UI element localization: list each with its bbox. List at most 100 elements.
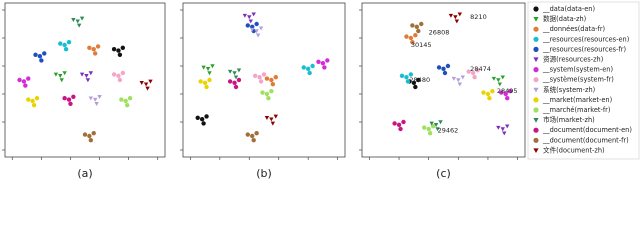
plot-frame (182, 2, 346, 158)
legend-label: 数据(data-zh) (543, 14, 586, 23)
point (59, 78, 64, 83)
point (426, 126, 431, 132)
point (111, 72, 117, 77)
point (33, 52, 38, 57)
point (396, 122, 402, 128)
legend-marker (533, 67, 539, 73)
point (119, 97, 124, 102)
point (481, 90, 486, 95)
point (316, 59, 321, 64)
point (42, 51, 47, 56)
point (413, 33, 418, 38)
point (88, 96, 94, 101)
point (92, 51, 98, 56)
point (250, 27, 255, 32)
point (505, 124, 510, 129)
point (205, 67, 211, 71)
point (457, 12, 462, 17)
point (145, 86, 150, 91)
panel-label: (b) (256, 167, 272, 180)
point (460, 75, 465, 80)
point (320, 61, 326, 66)
legend-marker (533, 36, 539, 42)
legend-label: 系统(system-zh) (543, 85, 595, 94)
point (204, 114, 209, 119)
point (408, 35, 414, 41)
point (490, 89, 495, 94)
point (411, 80, 417, 86)
point (26, 76, 31, 81)
point (85, 78, 91, 83)
point (94, 102, 99, 106)
point (435, 127, 440, 132)
point (116, 73, 121, 79)
point (401, 119, 406, 125)
point (117, 52, 123, 57)
point (451, 76, 457, 81)
point (496, 125, 501, 130)
point (264, 91, 270, 97)
point (198, 79, 203, 84)
point (257, 75, 262, 80)
point (199, 117, 205, 122)
point (454, 19, 460, 24)
point (485, 91, 491, 97)
legend-label: __data(data-en) (542, 5, 595, 13)
point (505, 96, 510, 101)
legend-label: __système(system-fr) (542, 76, 614, 84)
point (232, 80, 237, 86)
legend-label: 市场(market-zh) (543, 115, 595, 124)
point (270, 121, 276, 126)
point (456, 78, 461, 83)
point (410, 40, 415, 45)
point (472, 75, 477, 80)
point (148, 79, 153, 84)
point (66, 97, 72, 102)
point (62, 96, 67, 101)
point (17, 77, 22, 83)
point (236, 77, 242, 83)
point (87, 45, 92, 50)
point (269, 89, 274, 94)
point (269, 117, 274, 122)
point (62, 42, 67, 48)
point (260, 90, 265, 95)
legend-marker (533, 107, 539, 113)
point (404, 75, 409, 80)
point (429, 121, 434, 126)
point (413, 84, 418, 90)
point (325, 58, 330, 63)
point (21, 79, 27, 84)
legend-label: __marché(market-fr) (542, 106, 610, 114)
point (245, 23, 250, 28)
point (254, 29, 259, 34)
point (66, 40, 72, 45)
point (26, 97, 31, 102)
legend-box (527, 1, 640, 160)
point (254, 131, 259, 136)
point (305, 66, 311, 72)
point (419, 21, 424, 27)
legend-label: __document(document-fr) (542, 136, 629, 144)
point (453, 15, 458, 20)
point (392, 121, 397, 126)
point (116, 48, 121, 53)
point (71, 18, 76, 22)
point (63, 47, 69, 52)
annotation: 29462 (438, 126, 459, 134)
point (273, 75, 278, 80)
point (266, 96, 271, 101)
point (233, 75, 239, 80)
point (124, 103, 130, 108)
point (491, 76, 497, 81)
point (201, 65, 206, 70)
panel-label: (c) (436, 167, 451, 180)
point (441, 66, 446, 72)
point (79, 16, 85, 21)
point (307, 70, 312, 76)
point (202, 80, 208, 86)
legend-marker (533, 97, 539, 103)
point (310, 63, 315, 69)
point (487, 96, 492, 101)
point (500, 75, 505, 80)
